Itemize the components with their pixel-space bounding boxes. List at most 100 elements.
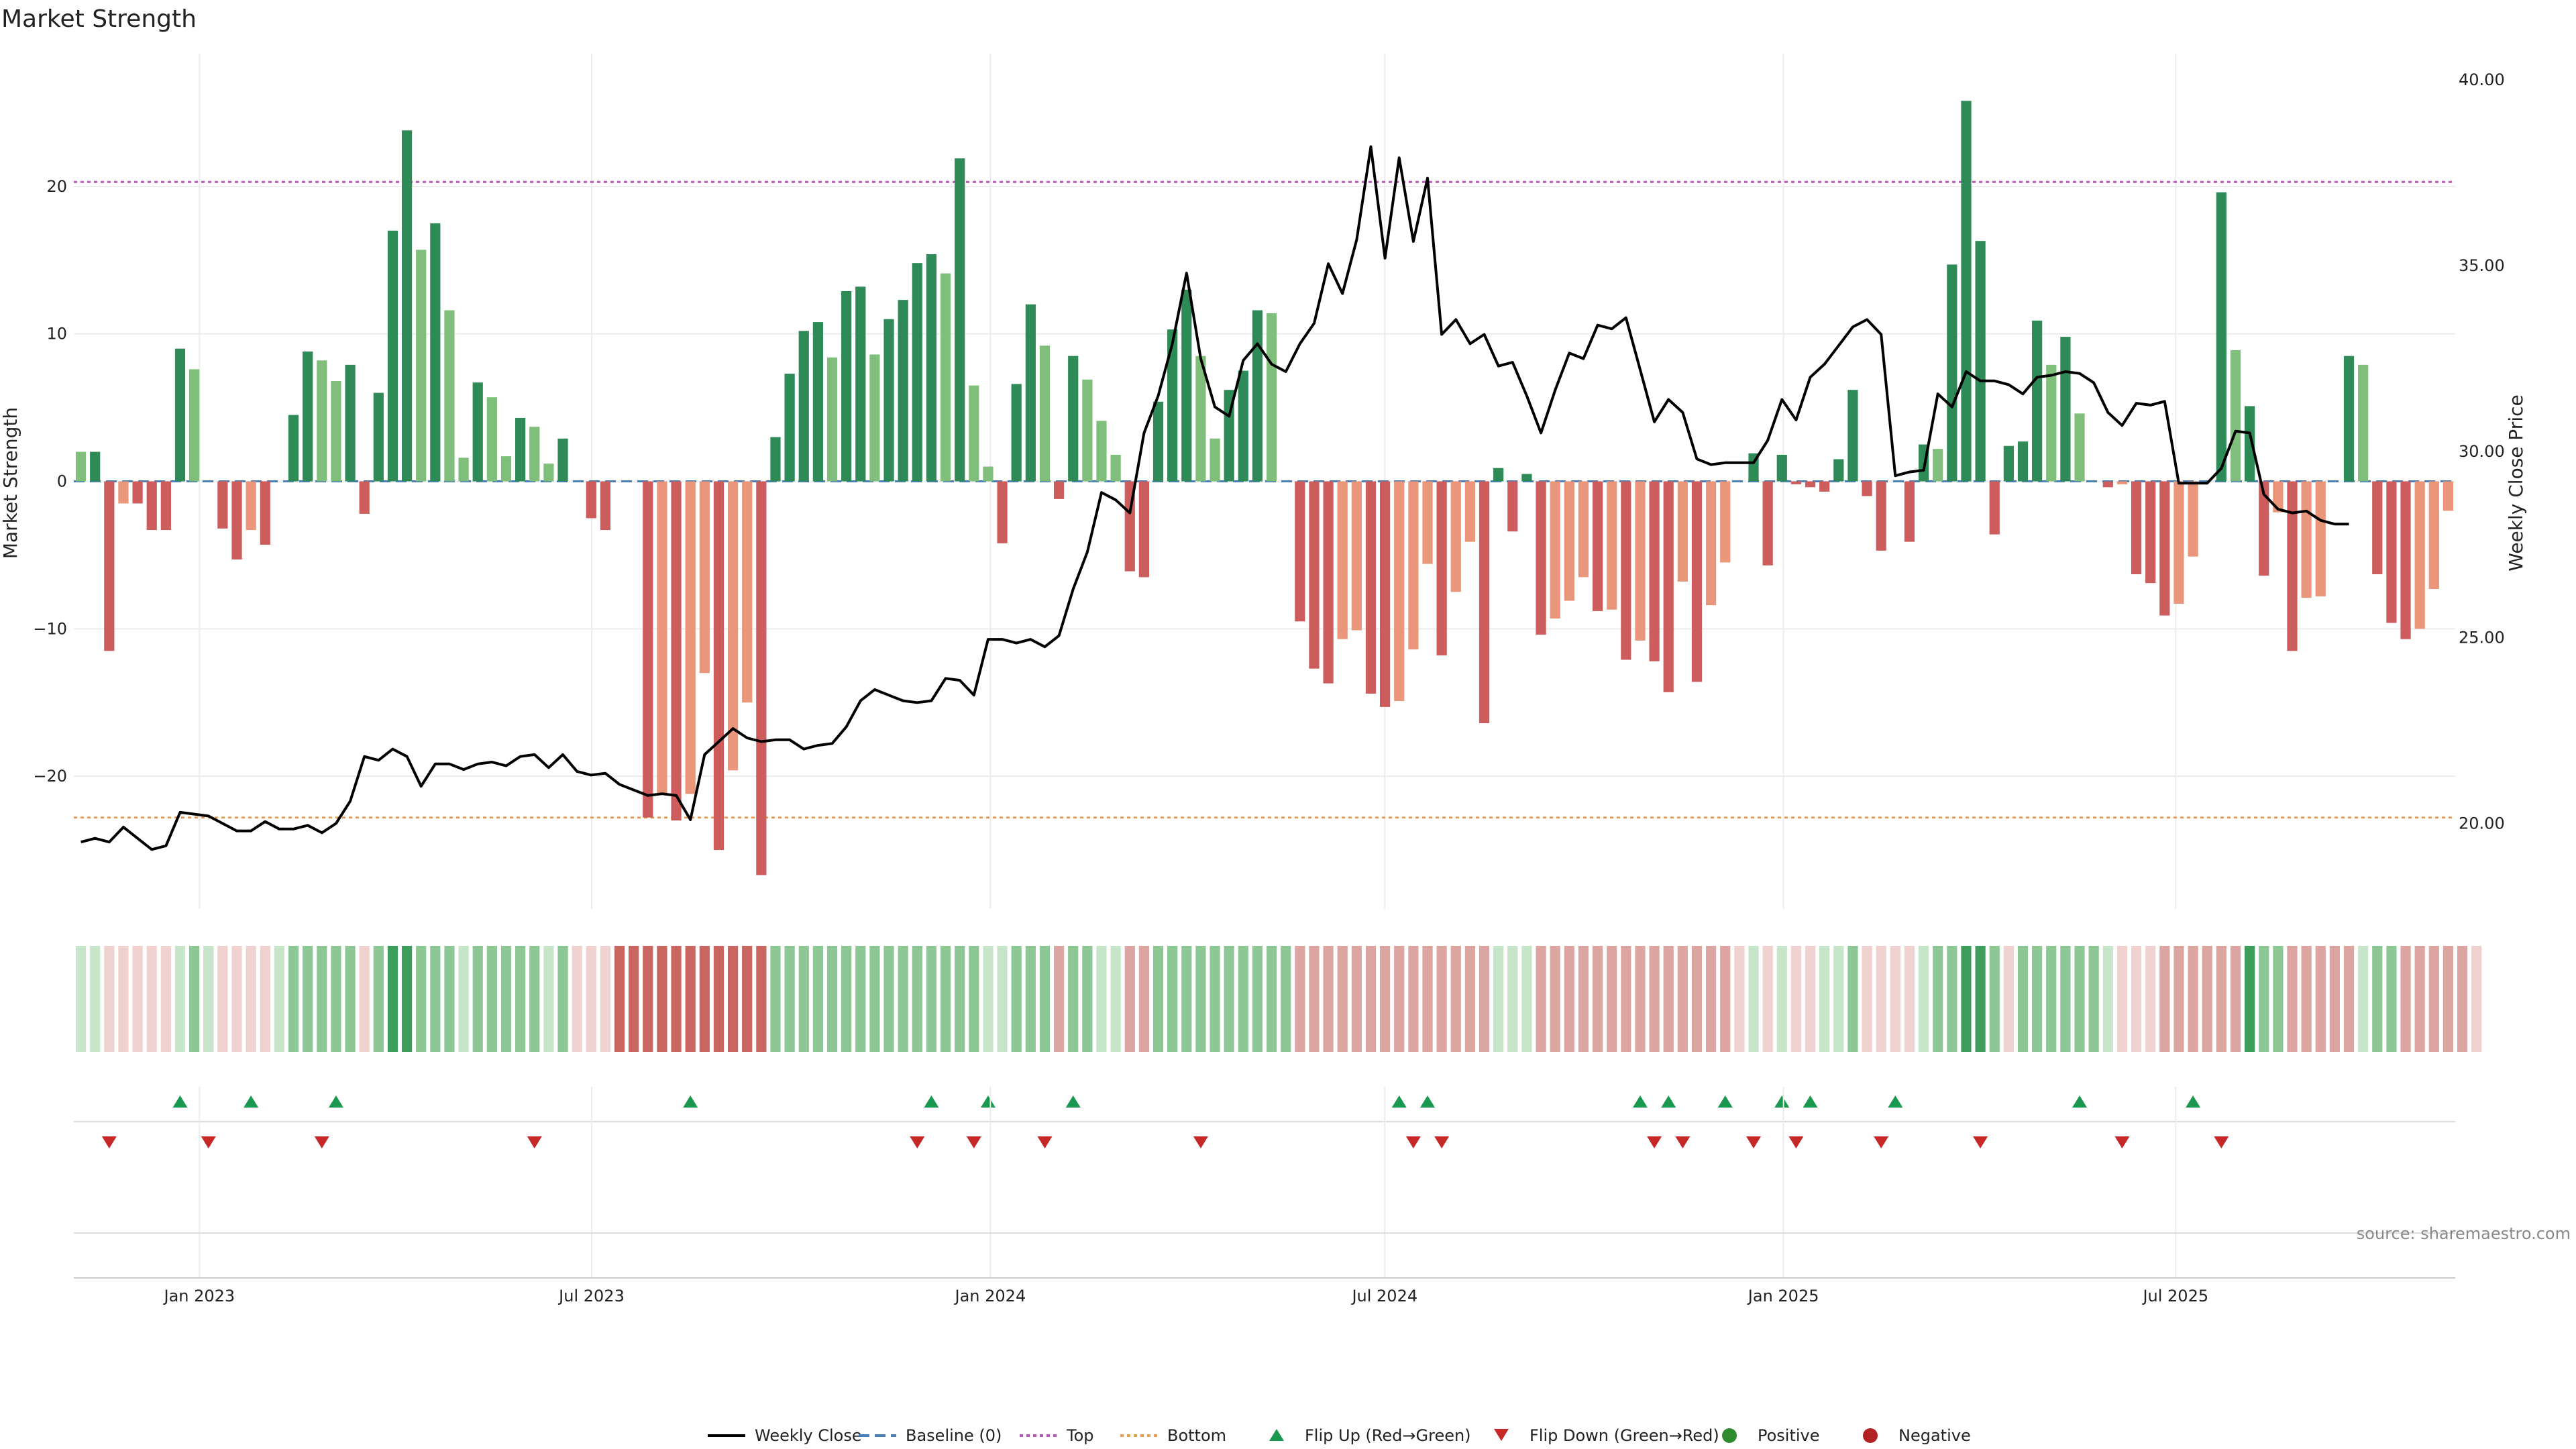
heat-cell [727, 946, 739, 1052]
flip-up-marker [1717, 1095, 1733, 1108]
flip-down-marker [1675, 1136, 1690, 1148]
heat-cell [303, 946, 313, 1052]
strength-bar [643, 481, 653, 818]
strength-bar [1068, 356, 1079, 482]
strength-bar [288, 415, 299, 482]
strength-bar [1564, 481, 1574, 601]
heat-cell [586, 946, 596, 1052]
heat-cell [1677, 946, 1688, 1052]
heat-cell [826, 946, 838, 1052]
flip-down-marker [1647, 1136, 1662, 1148]
heat-cell [345, 946, 356, 1052]
legend-item-flip_up: Flip Up (Red→Green) [1269, 1426, 1471, 1445]
heat-cell [657, 946, 667, 1052]
strength-bar [1266, 313, 1277, 482]
heat-cell [1224, 946, 1234, 1052]
strength-bar [1720, 481, 1731, 563]
strength-bar [2400, 481, 2411, 639]
legend: Weekly Close Baseline (0) Top Bottom Flip Up… [708, 1426, 1971, 1445]
legend-swatch [1269, 1429, 1284, 1441]
heat-cell [1394, 946, 1405, 1052]
strength-bar [260, 481, 270, 545]
heat-cell [629, 946, 639, 1052]
strength-bar [90, 451, 101, 482]
strength-bar [1365, 481, 1377, 694]
heat-cell [2287, 946, 2298, 1052]
heat-cell [1266, 946, 1277, 1052]
heat-cell [1720, 946, 1731, 1052]
heat-cell [359, 946, 370, 1052]
heat-cell [2046, 946, 2057, 1052]
strength-bar [1592, 481, 1603, 611]
heat-cell [2428, 946, 2439, 1052]
heat-cell [2088, 946, 2099, 1052]
flip-up-marker [683, 1095, 698, 1108]
strength-bar [1989, 481, 2000, 535]
strength-bar [231, 481, 242, 560]
heat-cell [2174, 946, 2184, 1052]
legend-label: Weekly Close [755, 1426, 862, 1445]
x-tick-label: Jul 2024 [1350, 1287, 1417, 1305]
legend-item-flip_down: Flip Down (Green→Red) [1494, 1426, 1719, 1445]
strength-bar [303, 352, 313, 482]
strength-bar [2216, 192, 2226, 482]
strength-bar [1167, 329, 1178, 482]
legend-item-positive: Positive [1722, 1426, 1820, 1445]
heat-cell [317, 946, 327, 1052]
heat-cell [1748, 946, 1759, 1052]
heat-cell [1337, 946, 1348, 1052]
heat-cell [2216, 946, 2226, 1052]
heat-cell [2400, 946, 2411, 1052]
heat-cell [444, 946, 455, 1052]
strength-bar [1961, 101, 1972, 482]
price-series [80, 145, 2349, 851]
strength-bars [75, 101, 2454, 875]
strength-bar [1337, 481, 1348, 639]
strength-bar [798, 331, 809, 482]
heat-cell [1918, 946, 1929, 1052]
strength-bar [1380, 481, 1391, 707]
strength-bar [2116, 481, 2128, 484]
heat-cell [1422, 946, 1433, 1052]
heat-cell [1536, 946, 1546, 1052]
flip-down-marker [527, 1136, 542, 1148]
legend-swatch [1722, 1428, 1737, 1443]
flip-up-marker [924, 1095, 939, 1108]
heat-cell [898, 946, 908, 1052]
heat-cell [90, 946, 101, 1052]
strength-bar [1394, 481, 1405, 702]
strength-bar [1876, 481, 1886, 551]
heat-cell [2003, 946, 2014, 1052]
strength-bar [2174, 481, 2184, 604]
heat-cell [331, 946, 341, 1052]
weekly-close-line [80, 145, 2349, 851]
strength-bar [189, 369, 200, 482]
heat-cell [1691, 946, 1703, 1052]
strength-bar [2230, 350, 2241, 482]
strength-bar [1479, 481, 1490, 724]
heat-cell [1833, 946, 1844, 1052]
strength-bar [742, 481, 753, 703]
heat-cell [1961, 946, 1972, 1052]
heat-cell [217, 946, 228, 1052]
strength-bar [1621, 481, 1631, 660]
heat-cell [543, 946, 554, 1052]
heat-cell [1025, 946, 1036, 1052]
strength-bar [557, 438, 568, 482]
heat-cell [2471, 946, 2482, 1052]
heat-cell [841, 946, 852, 1052]
flip-down-marker [314, 1136, 329, 1148]
strength-bar [855, 286, 866, 482]
heat-cell [2074, 946, 2085, 1052]
heat-cell [2159, 946, 2170, 1052]
strength-bar [969, 385, 979, 482]
flip-up-marker [1661, 1095, 1676, 1108]
flip-down-marker [1037, 1136, 1053, 1148]
chart-title: Market Strength [1, 5, 197, 33]
heat-cell [274, 946, 285, 1052]
strength-bar [713, 481, 724, 851]
strength-bar [1819, 481, 1830, 492]
strength-bar [1677, 481, 1688, 582]
heat-cell [1933, 946, 1943, 1052]
strength-bar [160, 481, 171, 531]
